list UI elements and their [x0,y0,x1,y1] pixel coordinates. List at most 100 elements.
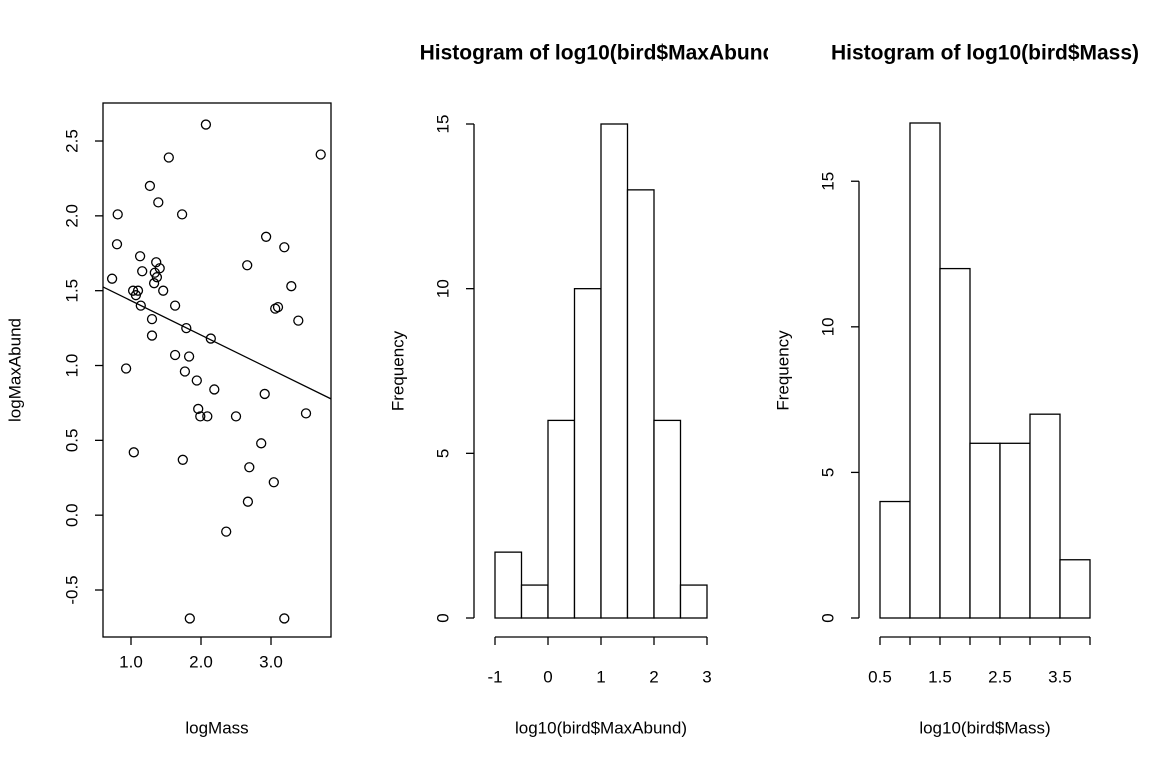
point [146,330,158,341]
bar [1059,559,1091,619]
y-tick-label: 2.0 [62,204,81,228]
point [153,197,164,208]
y-axis-label: Frequency [773,330,792,411]
point [221,526,232,537]
x-tick-label: 3 [702,667,711,686]
bar [969,442,1001,619]
point [242,260,253,271]
x-tick-label: 0.5 [868,667,892,686]
point [146,313,158,325]
point [272,301,284,313]
point [200,119,212,130]
x-tick-label: 0 [543,667,552,686]
x-tick-label: 3.0 [259,652,283,671]
point [148,278,160,289]
x-tick-label: 1.5 [928,667,952,686]
bar [1029,413,1061,619]
x-axis-label: logMass [185,718,248,737]
point [268,477,279,488]
point [230,411,242,422]
point [144,180,156,192]
point [279,242,290,253]
fit-line [102,286,332,400]
point [132,285,144,296]
point [193,403,204,415]
x-axis-label: log10(bird$MaxAbund) [515,718,687,737]
point [181,322,192,334]
y-tick-label: 0.5 [62,429,81,453]
plot-box [102,102,332,638]
x-tick-label: -1 [487,667,502,686]
point [137,266,148,277]
point [184,613,195,624]
point [128,447,139,458]
point [202,411,213,422]
panel: Histogram of log10(bird$MaxAbund) log10(b… [388,42,783,738]
point [169,300,181,311]
bar [679,584,708,619]
point [163,152,174,163]
point [111,239,123,250]
bar [494,551,523,619]
point [179,366,191,377]
panel: logMass logMaxAbund -0.5 0.0 0.5 1.0 1.5 2.0 2.5… [5,102,332,737]
point [112,209,123,220]
point [176,209,188,220]
point [260,231,272,242]
bar [999,442,1031,619]
y-axis-label: logMaxAbund [5,318,24,422]
y-tick-label: 1.0 [62,354,81,378]
point [242,496,254,507]
point [286,281,297,292]
bar [879,500,911,619]
point [177,454,188,465]
y-tick-label: 10 [818,317,837,336]
point [151,272,163,283]
point [191,375,202,386]
y-tick-label: 0 [433,613,452,622]
bar [600,123,629,619]
bar [909,122,941,619]
bar [939,267,971,619]
point [106,273,118,284]
bar [573,288,602,619]
bar [520,584,549,619]
panel-title: Histogram of log10(bird$Mass) [831,42,1139,65]
y-tick-label: 15 [818,172,837,191]
point [151,257,162,268]
x-tick-label: 1 [596,667,605,686]
x-tick-label: 2.0 [189,652,213,671]
point [279,613,290,624]
y-tick-label: 5 [433,449,452,458]
point [195,411,206,422]
y-tick-label: 5 [818,468,837,477]
point [120,363,132,374]
point [300,408,312,419]
point [209,384,220,395]
x-axis-label: log10(bird$Mass) [919,718,1050,737]
point [205,333,216,344]
bar [547,419,576,619]
point [134,251,146,262]
point [293,315,304,326]
point [154,263,165,274]
y-axis-label: Frequency [388,330,407,411]
panel: Histogram of log10(bird$Mass) log10(bird$… [773,42,1139,738]
point [183,351,195,362]
y-tick-label: 15 [433,115,452,134]
y-tick-label: 0.0 [62,503,81,527]
point [244,462,255,473]
point [315,149,326,160]
x-tick-label: 2.5 [988,667,1012,686]
y-tick-label: 2.5 [62,129,81,153]
panel-title: Histogram of log10(bird$MaxAbund) [420,42,783,65]
y-tick-label: 0 [818,613,837,622]
y-tick-label: 10 [433,279,452,298]
bar [626,189,655,619]
x-tick-label: 2 [649,667,658,686]
x-tick-label: 3.5 [1048,667,1072,686]
point [158,285,169,296]
y-tick-label: -0.5 [62,575,81,604]
point [259,388,270,400]
